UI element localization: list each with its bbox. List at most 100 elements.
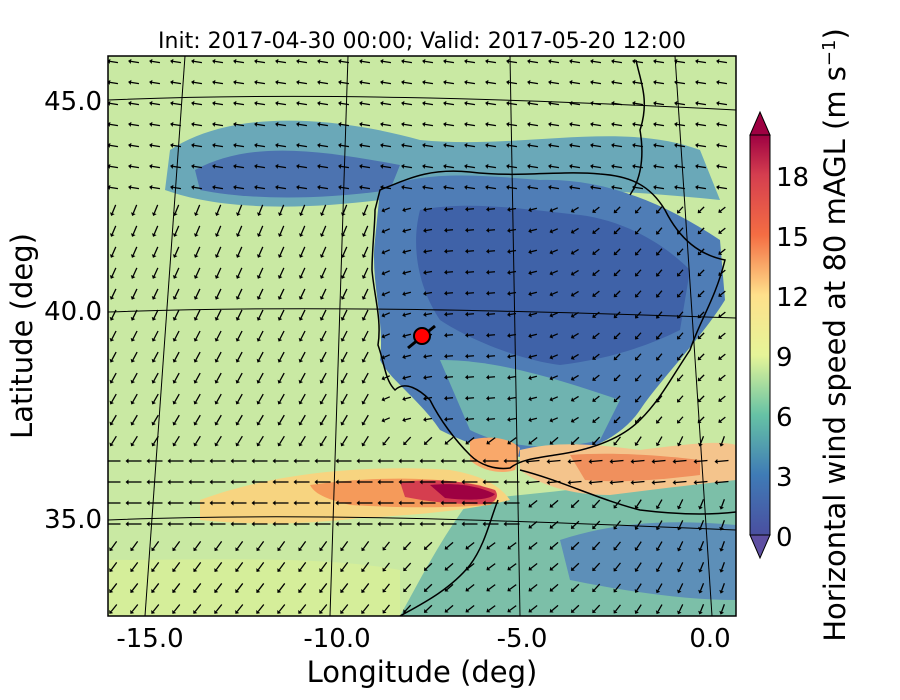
wind-arrow <box>321 204 327 214</box>
wind-arrow-head <box>293 500 297 506</box>
wind-arrow-head <box>444 311 448 317</box>
wind-arrow <box>215 561 223 571</box>
wind-arrow <box>594 227 600 233</box>
wind-arrow <box>151 144 161 148</box>
wind-arrow <box>384 562 390 570</box>
wind-arrow <box>551 436 559 444</box>
wind-arrow-head <box>254 79 258 85</box>
wind-arrow <box>109 60 119 64</box>
wind-arrow <box>467 605 475 611</box>
wind-arrow-head <box>528 524 533 529</box>
wind-arrow-head <box>381 417 386 423</box>
wind-arrow-head <box>128 184 132 190</box>
wind-arrow <box>299 604 307 612</box>
wind-arrow <box>446 292 454 294</box>
wind-arrow-head <box>402 333 406 339</box>
wind-arrow-head <box>151 442 156 447</box>
wind-arrow-head <box>422 79 426 85</box>
wind-arrow <box>216 414 222 424</box>
wind-arrow-head <box>235 212 241 216</box>
wind-arrow <box>509 312 517 316</box>
wind-arrow-head <box>403 441 408 446</box>
wind-arrow-head <box>251 500 255 506</box>
wind-arrow-head <box>149 58 153 64</box>
wind-arrow-head <box>697 314 702 319</box>
wind-arrow <box>613 123 623 127</box>
wind-arrow <box>384 583 390 591</box>
wind-arrow <box>721 604 725 612</box>
wind-arrow-head <box>256 316 262 321</box>
wind-arrow-head <box>130 568 135 573</box>
wind-arrow-head <box>674 100 678 106</box>
wind-arrow <box>152 604 160 612</box>
wind-arrow-head <box>527 121 531 127</box>
wind-arrow <box>594 395 600 401</box>
wind-arrow-head <box>340 233 346 237</box>
wind-arrow-head <box>191 100 195 106</box>
wind-arrow <box>654 459 666 463</box>
wind-arrow-head <box>338 79 342 85</box>
wind-arrow-head <box>549 396 554 402</box>
wind-arrow <box>214 60 224 64</box>
wind-arrow-head <box>272 458 276 464</box>
wind-arrow <box>361 144 371 148</box>
wind-arrow <box>615 541 621 549</box>
wind-arrow <box>592 165 602 169</box>
wind-arrow <box>657 353 663 359</box>
wind-arrow-head <box>465 545 470 550</box>
wind-arrow-head <box>570 355 575 360</box>
wind-arrow <box>717 480 729 484</box>
wind-arrow <box>634 165 644 169</box>
wind-arrow <box>718 165 728 169</box>
wind-arrow-head <box>613 314 618 319</box>
wind-arrow <box>634 123 644 127</box>
wind-arrow-head <box>209 458 213 464</box>
wind-arrow <box>530 542 538 548</box>
wind-arrow <box>657 248 663 254</box>
wind-arrow-head <box>361 609 366 614</box>
wind-arrow-head <box>335 521 339 527</box>
wind-arrow-head <box>588 480 592 486</box>
wind-arrow-head <box>298 609 303 614</box>
wind-arrow-head <box>146 500 150 506</box>
wind-arrow-head <box>507 566 512 571</box>
wind-arrow <box>529 81 539 85</box>
wind-arrow-head <box>151 295 157 300</box>
wind-arrow-head <box>254 142 258 148</box>
wind-arrow-head <box>718 250 723 255</box>
wind-arrow-head <box>256 589 261 593</box>
wind-arrow-head <box>340 337 346 342</box>
wind-arrow-head <box>340 254 346 258</box>
wind-arrow-head <box>172 609 177 614</box>
wind-arrow <box>425 541 433 549</box>
wind-arrow-head <box>698 589 703 594</box>
wind-arrow <box>699 332 705 338</box>
wind-arrow-head <box>130 421 135 426</box>
wind-arrow <box>109 186 119 190</box>
wind-arrow-head <box>444 608 449 613</box>
wind-arrow-head <box>298 547 303 552</box>
wind-arrow-head <box>256 275 262 279</box>
wind-arrow-head <box>314 521 318 527</box>
wind-arrow-head <box>277 358 283 363</box>
wind-arrow <box>235 165 245 169</box>
colorbar-tick: 0 <box>776 523 793 553</box>
wind-arrow <box>509 354 517 358</box>
wind-arrow <box>636 416 642 422</box>
wind-arrow <box>530 584 538 590</box>
wind-arrow <box>195 246 201 256</box>
wind-arrow <box>111 288 117 298</box>
wind-arrow <box>404 291 412 295</box>
wind-arrow-head <box>507 608 512 613</box>
wind-arrow <box>173 540 181 550</box>
wind-arrow <box>235 102 245 106</box>
wind-arrow <box>613 60 623 64</box>
wind-arrow <box>342 393 348 403</box>
wind-arrow <box>258 372 264 382</box>
wind-arrow <box>382 102 392 106</box>
wind-arrow-head <box>251 458 255 464</box>
wind-arrow <box>195 225 201 235</box>
colorbar-label: Horizontal wind speed at 80 mAGL (m s−1) <box>818 28 852 642</box>
wind-arrow <box>615 206 621 212</box>
